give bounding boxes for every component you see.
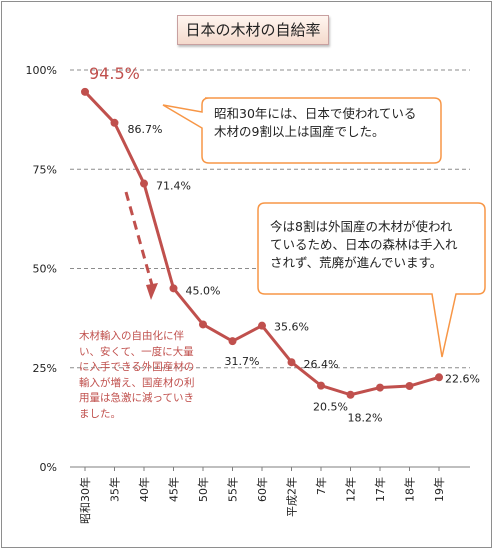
decline-arrow <box>124 191 158 300</box>
data-label: 18.2% <box>348 412 383 425</box>
x-tick-label: 19年 <box>432 477 446 502</box>
callout-top-line-1: 昭和30年には、日本で使われている <box>214 106 417 121</box>
x-tick-label: 45年 <box>167 477 181 502</box>
y-tick-label: 25% <box>33 362 57 375</box>
y-tick-label: 100% <box>26 64 57 77</box>
data-point <box>435 373 443 382</box>
callouts <box>162 97 486 358</box>
data-label: 22.6% <box>445 372 480 385</box>
data-point <box>258 321 266 330</box>
y-tick-label: 0% <box>40 461 57 474</box>
x-tick-label: 35年 <box>108 477 122 502</box>
data-label: 86.7% <box>128 123 163 136</box>
data-point <box>81 87 89 96</box>
data-point <box>346 390 355 399</box>
x-axis: 昭和30年 35年 40年 45年 50年 55年 60年 平成2年 7年 12年 17年 18年 19… <box>70 466 470 524</box>
data-label: 35.6% <box>274 321 309 334</box>
x-tick-label: 55年 <box>226 477 240 502</box>
y-tick-label: 50% <box>33 263 57 276</box>
data-point <box>287 358 296 367</box>
data-points <box>81 87 443 399</box>
y-tick-label: 75% <box>33 163 57 176</box>
callout-right-text: 今は8割は外国産の木材が使われ ているため、日本の森林は手入れ されず、荒廃が進… <box>270 218 484 272</box>
callout-right-line-3: されず、荒廃が進んでいます。 <box>270 255 443 270</box>
callout-top-text: 昭和30年には、日本で使われている 木材の9割以上は国産でした。 <box>214 105 439 141</box>
x-tick-label: 50年 <box>196 477 210 502</box>
x-tick-label: 平成2年 <box>285 477 299 517</box>
data-label: 94.5% <box>89 64 140 83</box>
x-tick-label: 40年 <box>137 477 151 502</box>
x-tick-label: 18年 <box>403 477 417 502</box>
data-label: 20.5% <box>313 401 348 414</box>
data-label: 71.4% <box>156 180 191 193</box>
x-tick-label: 17年 <box>373 477 387 502</box>
callout-right-line-1: 今は8割は外国産の木材が使われ <box>270 219 453 234</box>
callout-right-shape <box>257 202 486 358</box>
data-point <box>110 118 119 127</box>
callout-top-shape <box>162 97 442 164</box>
data-point <box>228 337 237 346</box>
data-point <box>199 320 207 329</box>
data-point <box>376 383 384 392</box>
import-liberalization-note: 木材輸入の自由化に伴い、安くて、一度に大量に入手できる外国産材の輸入が増え、国産… <box>79 330 195 420</box>
data-label: 45.0% <box>186 284 221 297</box>
y-axis-ticks: 0% 25% 50% 75% 100% <box>26 64 57 474</box>
x-tick-label: 12年 <box>344 477 358 502</box>
callout-top-line-2: 木材の9割以上は国産でした。 <box>214 124 385 139</box>
x-tick-label: 60年 <box>255 477 269 502</box>
data-point <box>317 381 325 390</box>
x-tick-label: 7年 <box>314 477 328 495</box>
data-label: 31.7% <box>225 355 260 368</box>
data-point <box>140 179 148 188</box>
chart-title: 日本の木材の自給率 <box>177 15 329 45</box>
x-tick-label: 昭和30年 <box>78 477 92 524</box>
callout-right-line-2: ているため、日本の森林は手入れ <box>270 237 458 252</box>
data-point <box>405 382 414 391</box>
data-point <box>169 284 178 293</box>
data-label: 26.4% <box>304 358 339 371</box>
data-labels: 94.5% 86.7% 71.4% 45.0% 31.7% 35.6% 26.4% 20.5%… <box>89 64 480 425</box>
